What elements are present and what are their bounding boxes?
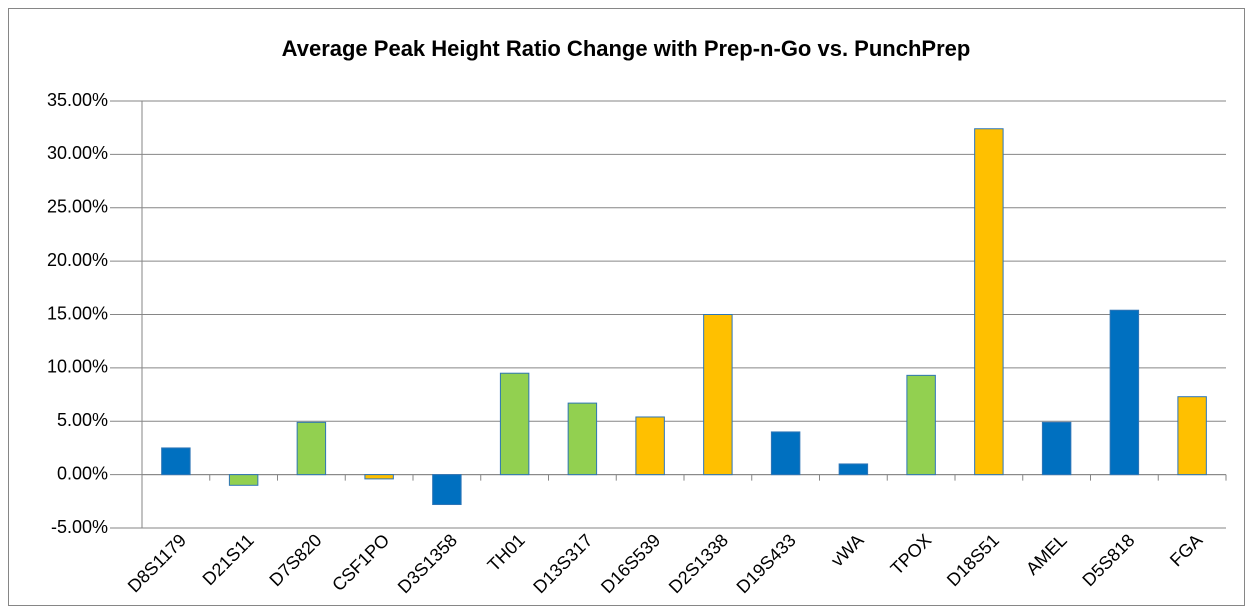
y-tick-label: 5.00% <box>57 410 108 430</box>
y-tick-label: 0.00% <box>57 463 108 483</box>
y-tick-label: 35.00% <box>47 90 108 110</box>
y-tick-label: 25.00% <box>47 197 108 217</box>
bar <box>1109 309 1140 476</box>
bar <box>296 421 327 476</box>
chart-title: Average Peak Height Ratio Change with Pr… <box>282 36 971 61</box>
y-tick-label: 10.00% <box>47 357 108 377</box>
chart-border <box>8 8 1245 606</box>
bar <box>1177 396 1207 476</box>
bar <box>364 474 394 480</box>
bar <box>974 128 1004 476</box>
bar <box>703 314 733 476</box>
y-tick-label: 15.00% <box>47 303 108 323</box>
y-tick-label: 30.00% <box>47 143 108 163</box>
bar <box>228 474 259 486</box>
bar <box>770 431 801 476</box>
y-tick-label: 20.00% <box>47 250 108 270</box>
bar <box>635 416 665 476</box>
y-tick-label: -5.00% <box>51 517 108 537</box>
bar <box>567 402 598 476</box>
bar <box>432 474 462 506</box>
bar <box>499 372 530 476</box>
bar <box>161 447 191 476</box>
bar <box>838 463 869 476</box>
bar <box>906 374 936 476</box>
bar <box>1041 421 1072 476</box>
